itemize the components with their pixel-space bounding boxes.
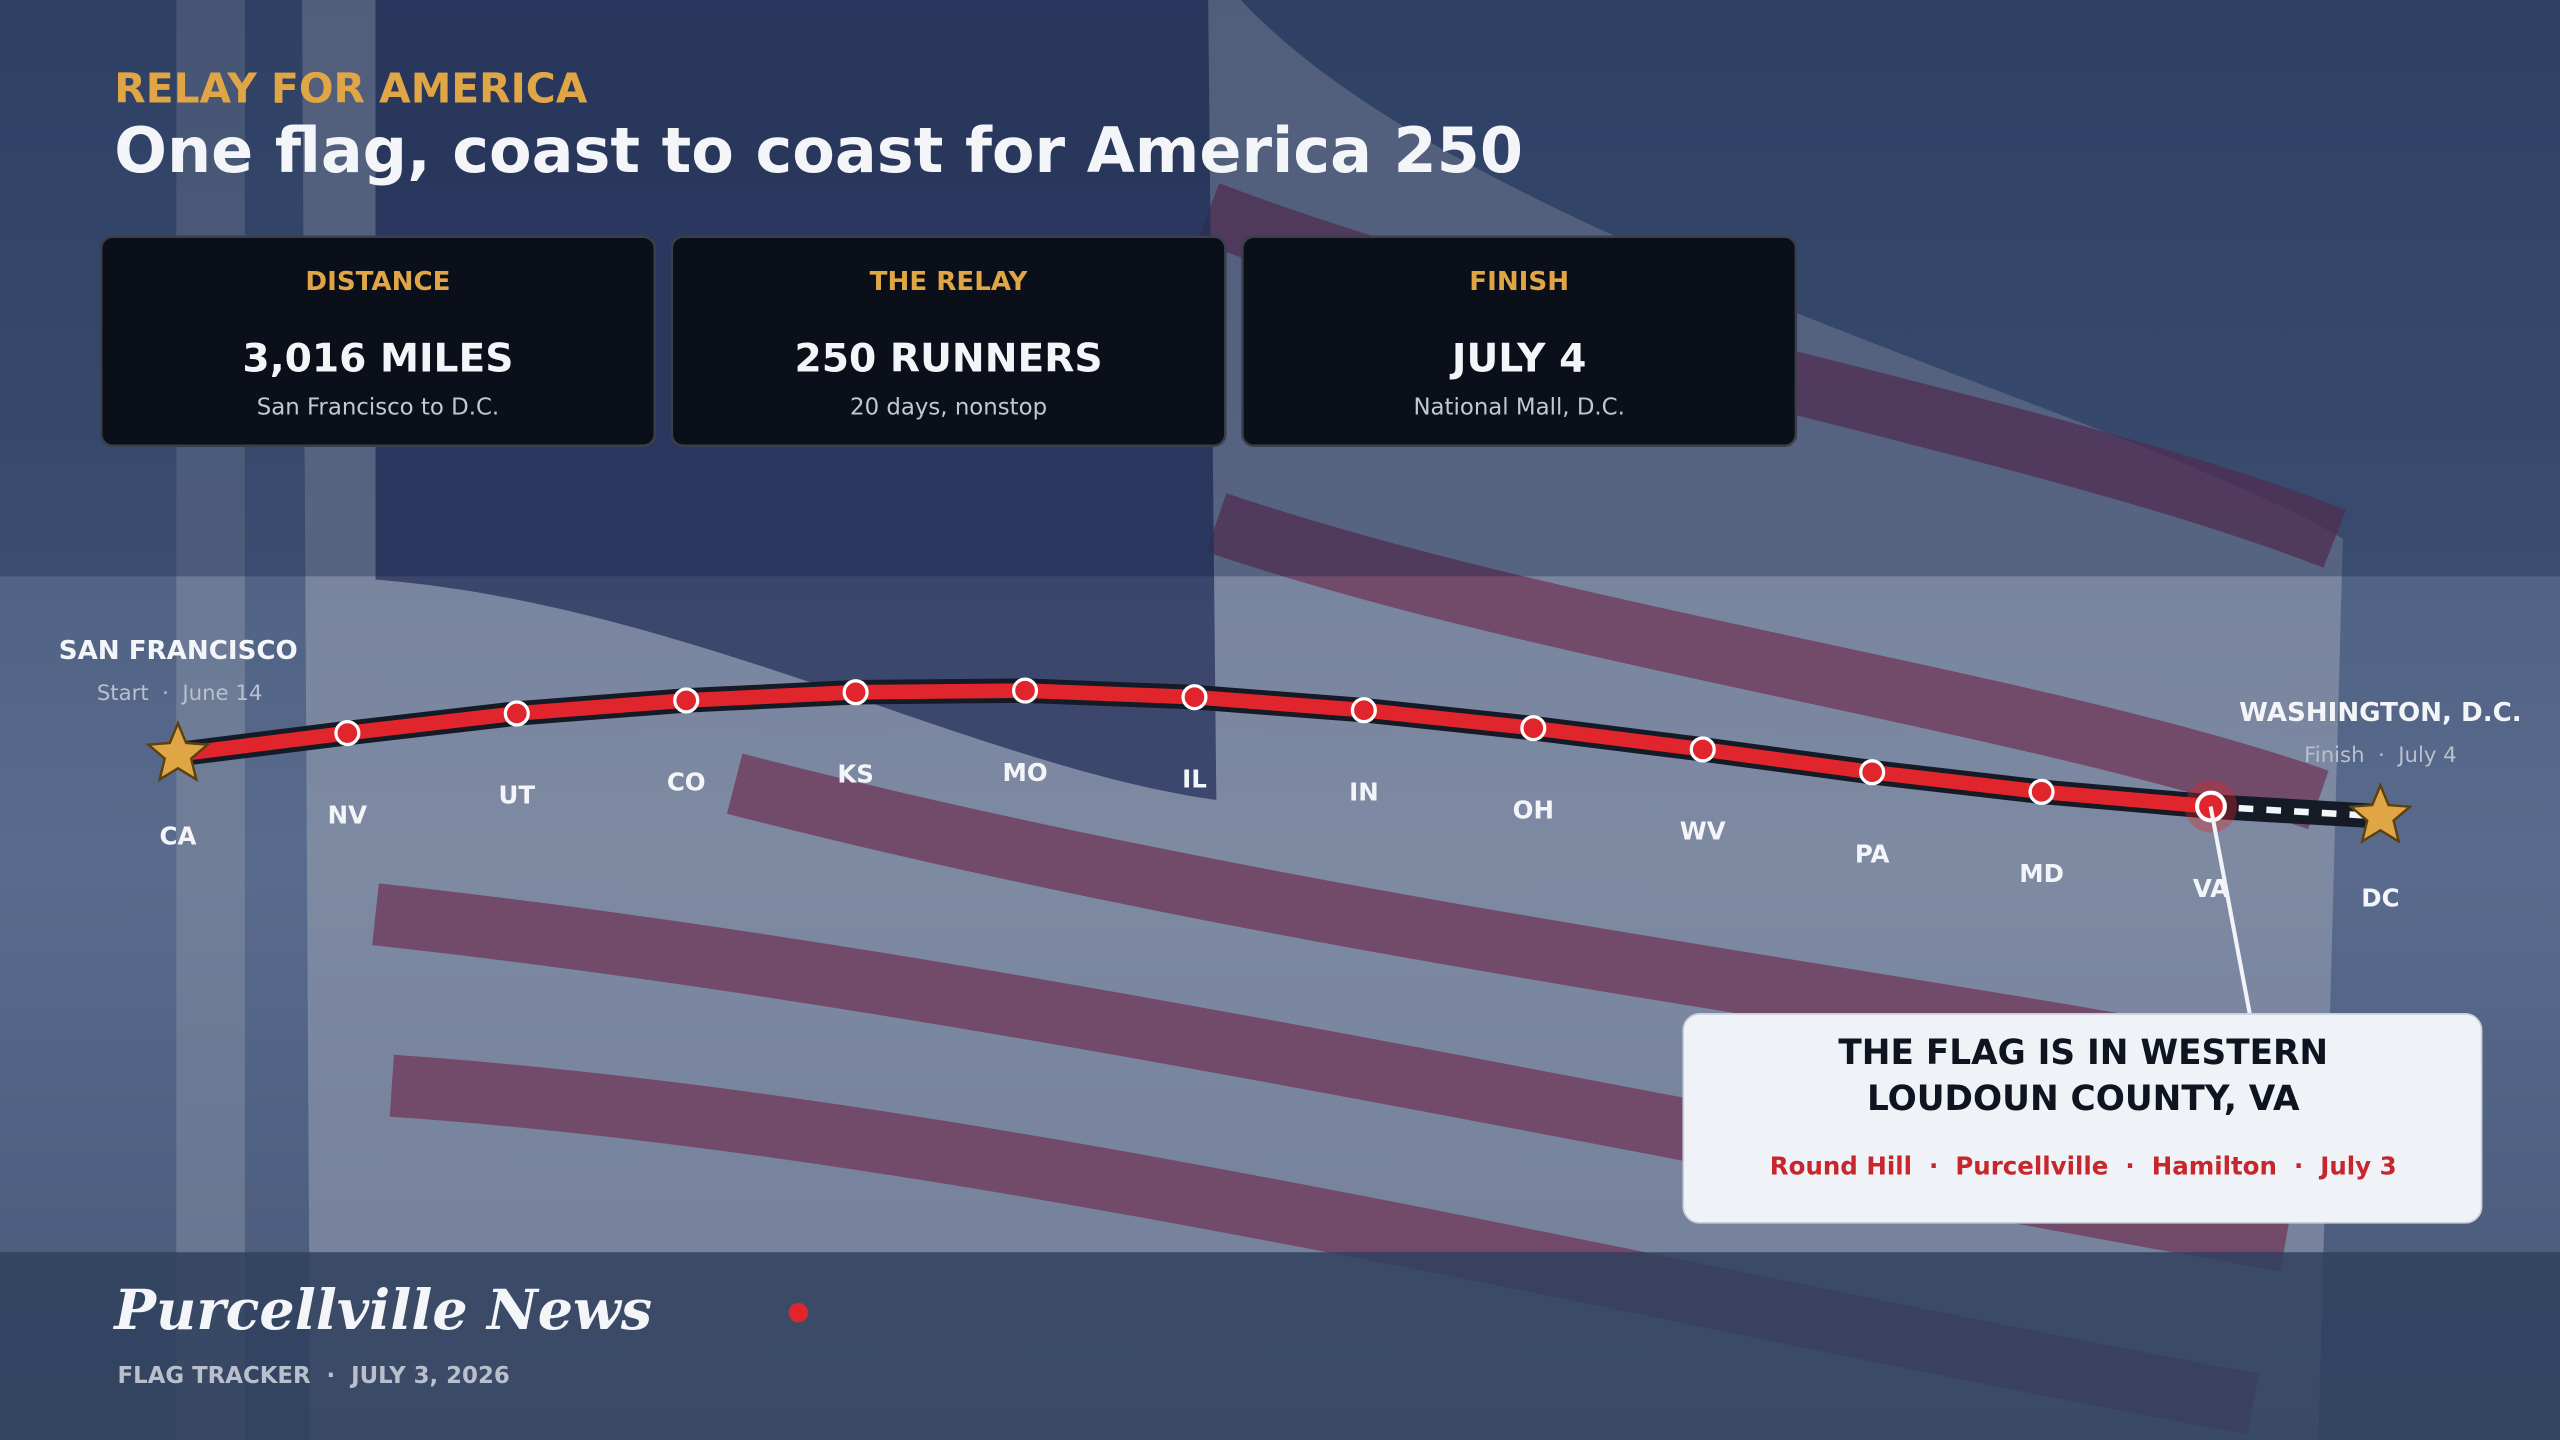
stop-marker <box>1520 715 1547 742</box>
stat-label: FINISH <box>1469 267 1569 297</box>
stop-label: CO <box>667 768 706 797</box>
stat-cards: DISTANCE 3,016 MILES San Francisco to D.C.… <box>100 235 1798 447</box>
stat-card <box>1241 235 1798 447</box>
stat-detail: 20 days, nonstop <box>850 395 1047 421</box>
stop-label: KS <box>837 760 874 789</box>
stop-marker <box>842 679 869 706</box>
stop-marker <box>1350 697 1377 724</box>
stop-marker <box>1859 759 1886 786</box>
stop-label: WV <box>1680 817 1726 846</box>
stop-marker <box>1011 677 1039 704</box>
stat-value: JULY 4 <box>1449 336 1587 381</box>
stop-label: IN <box>1349 777 1379 806</box>
finish-note: Finish · July 4 <box>2304 743 2457 768</box>
stat-value: 250 RUNNERS <box>795 336 1103 381</box>
footer-subtitle: FLAG TRACKER · JULY 3, 2026 <box>118 1363 510 1389</box>
start-city: SAN FRANCISCO <box>59 636 298 666</box>
callout-line: LOUDOUN COUNTY, VA <box>1867 1079 2300 1119</box>
stop-label: UT <box>499 781 536 810</box>
title: One flag, coast to coast for America 250 <box>114 114 1523 187</box>
kicker: RELAY FOR AMERICA <box>114 64 587 112</box>
stop-label: OH <box>1513 795 1554 824</box>
stop-label: DC <box>2361 884 2399 913</box>
stat-card <box>100 235 656 447</box>
callout-detail: Round Hill · Purcellville · Hamilton · J… <box>1770 1151 2397 1180</box>
stat-label: THE RELAY <box>870 267 1029 297</box>
stat-card <box>670 235 1227 447</box>
stop-marker <box>2028 778 2055 805</box>
stop-marker <box>334 720 361 747</box>
stat-detail: National Mall, D.C. <box>1413 395 1624 421</box>
stop-marker <box>503 700 530 727</box>
finish-city: WASHINGTON, D.C. <box>2239 698 2522 728</box>
stop-label: CA <box>160 822 197 851</box>
endpoint-star <box>145 720 211 783</box>
callout-line: THE FLAG IS IN WESTERN <box>1838 1033 2328 1073</box>
stop-label: IL <box>1182 764 1207 793</box>
stat-value: 3,016 MILES <box>242 336 513 381</box>
stop-label: PA <box>1855 840 1890 869</box>
footer-band <box>0 1252 2560 1440</box>
stop-label: NV <box>328 800 367 829</box>
callout-box <box>1682 1013 2483 1224</box>
stop-label: MO <box>1002 758 1047 787</box>
start-note: Start · June 14 <box>97 681 263 706</box>
stat-label: DISTANCE <box>305 267 450 297</box>
endpoint-star <box>2347 782 2414 845</box>
stat-detail: San Francisco to D.C. <box>257 395 499 421</box>
stop-marker <box>1689 736 1716 763</box>
brand: Purcellville News <box>112 1278 652 1343</box>
stop-marker <box>1181 684 1208 711</box>
route-remaining <box>2210 803 2381 820</box>
callout-pointer <box>2208 806 2252 1015</box>
stop-marker <box>673 687 700 714</box>
brand-dot <box>788 1302 809 1323</box>
stop-label: MD <box>2019 859 2064 888</box>
